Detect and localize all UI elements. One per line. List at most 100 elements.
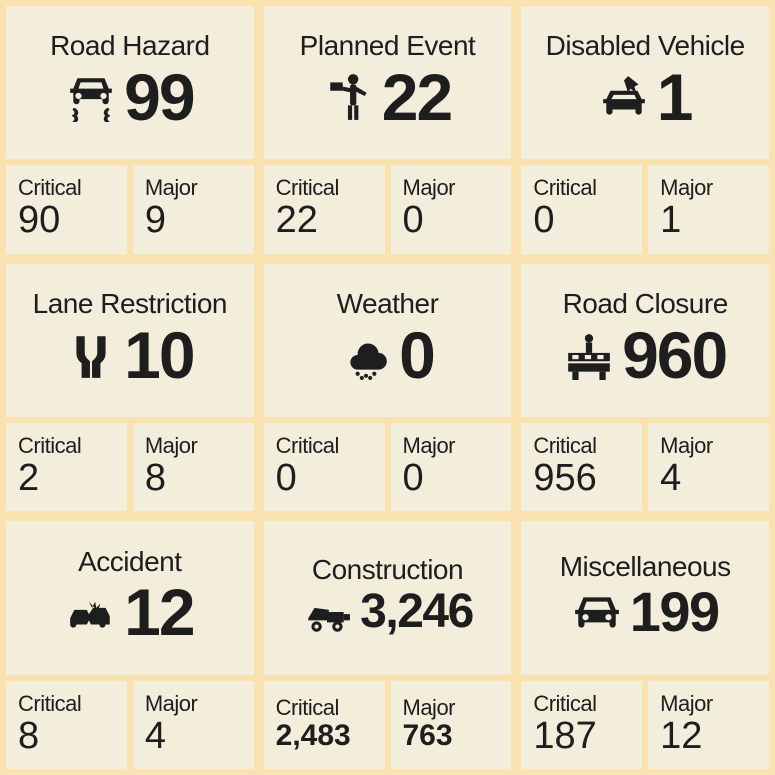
card-value: 1: [657, 64, 692, 130]
major-cell[interactable]: Major 1: [648, 165, 769, 253]
card-value: 10: [124, 322, 193, 388]
card-value: 199: [630, 584, 719, 640]
major-cell[interactable]: Major 8: [133, 423, 254, 511]
card-accident[interactable]: Accident 12 Critical 8 Major 4: [6, 521, 254, 769]
planned-event-icon: [324, 72, 374, 122]
major-value: 12: [660, 717, 702, 755]
critical-cell[interactable]: Critical 22: [264, 165, 385, 253]
card-main: 12: [66, 579, 193, 645]
major-label: Major: [660, 693, 713, 715]
card-top[interactable]: Road Hazard 99: [6, 6, 254, 159]
accident-icon: [66, 587, 116, 637]
lane-restriction-icon: [66, 330, 116, 380]
card-bottom: Critical 956 Major 4: [521, 423, 769, 511]
critical-value: 2: [18, 459, 39, 497]
card-title: Disabled Vehicle: [546, 31, 745, 62]
disabled-vehicle-icon: [599, 72, 649, 122]
major-label: Major: [403, 697, 456, 719]
card-main: 1: [599, 64, 692, 130]
major-label: Major: [145, 693, 198, 715]
card-bottom: Critical 90 Major 9: [6, 165, 254, 253]
major-label: Major: [145, 435, 198, 457]
card-top[interactable]: Lane Restriction 10: [6, 264, 254, 417]
major-value: 8: [145, 459, 166, 497]
card-top[interactable]: Disabled Vehicle 1: [521, 6, 769, 159]
weather-icon: [341, 330, 391, 380]
card-planned-event[interactable]: Planned Event 22 Critical 22 Major 0: [264, 6, 512, 254]
critical-cell[interactable]: Critical 2: [6, 423, 127, 511]
critical-cell[interactable]: Critical 0: [521, 165, 642, 253]
card-title: Construction: [312, 555, 463, 586]
card-construction[interactable]: Construction 3,246 Critical 2,483 Major …: [264, 521, 512, 769]
major-label: Major: [660, 435, 713, 457]
major-cell[interactable]: Major 4: [648, 423, 769, 511]
road-closure-icon: [564, 330, 614, 380]
critical-cell[interactable]: Critical 2,483: [264, 681, 385, 769]
critical-label: Critical: [533, 435, 596, 457]
critical-cell[interactable]: Critical 8: [6, 681, 127, 769]
card-top[interactable]: Planned Event 22: [264, 6, 512, 159]
critical-cell[interactable]: Critical 187: [521, 681, 642, 769]
card-bottom: Critical 187 Major 12: [521, 681, 769, 769]
card-miscellaneous[interactable]: Miscellaneous 199 Critical 187 Major 12: [521, 521, 769, 769]
card-top[interactable]: Miscellaneous 199: [521, 521, 769, 674]
card-top[interactable]: Construction 3,246: [264, 521, 512, 674]
card-main: 199: [572, 584, 719, 640]
major-value: 4: [145, 717, 166, 755]
card-bottom: Critical 22 Major 0: [264, 165, 512, 253]
card-title: Accident: [78, 547, 181, 578]
critical-value: 0: [276, 459, 297, 497]
critical-cell[interactable]: Critical 90: [6, 165, 127, 253]
card-title: Lane Restriction: [33, 289, 227, 320]
card-value: 0: [399, 322, 434, 388]
critical-value: 90: [18, 201, 60, 239]
major-value: 4: [660, 459, 681, 497]
card-bottom: Critical 0 Major 0: [264, 423, 512, 511]
major-label: Major: [145, 177, 198, 199]
card-lane-restriction[interactable]: Lane Restriction 10 Critical 2 Major 8: [6, 264, 254, 512]
major-value: 9: [145, 201, 166, 239]
major-cell[interactable]: Major 4: [133, 681, 254, 769]
critical-label: Critical: [533, 693, 596, 715]
major-value: 763: [403, 721, 453, 751]
critical-label: Critical: [533, 177, 596, 199]
major-label: Major: [403, 177, 456, 199]
card-title: Weather: [337, 289, 439, 320]
miscellaneous-icon: [572, 587, 622, 637]
card-main: 10: [66, 322, 193, 388]
card-bottom: Critical 0 Major 1: [521, 165, 769, 253]
major-value: 0: [403, 459, 424, 497]
card-top[interactable]: Accident 12: [6, 521, 254, 674]
major-cell[interactable]: Major 12: [648, 681, 769, 769]
card-main: 22: [324, 64, 451, 130]
major-cell[interactable]: Major 0: [391, 165, 512, 253]
card-main: 99: [66, 64, 193, 130]
card-title: Road Hazard: [50, 31, 209, 62]
card-weather[interactable]: Weather 0 Critical 0 Major 0: [264, 264, 512, 512]
card-main: 0: [341, 322, 434, 388]
card-road-hazard[interactable]: Road Hazard 99 Critical 90 Major 9: [6, 6, 254, 254]
card-top[interactable]: Weather 0: [264, 264, 512, 417]
card-title: Miscellaneous: [560, 552, 731, 583]
card-value: 960: [622, 322, 726, 388]
road-hazard-icon: [66, 72, 116, 122]
card-bottom: Critical 8 Major 4: [6, 681, 254, 769]
critical-label: Critical: [18, 435, 81, 457]
critical-label: Critical: [276, 697, 339, 719]
major-value: 0: [403, 201, 424, 239]
critical-cell[interactable]: Critical 956: [521, 423, 642, 511]
major-cell[interactable]: Major 0: [391, 423, 512, 511]
major-cell[interactable]: Major 763: [391, 681, 512, 769]
card-top[interactable]: Road Closure 960: [521, 264, 769, 417]
major-cell[interactable]: Major 9: [133, 165, 254, 253]
dashboard-grid: Road Hazard 99 Critical 90 Major 9 Plann…: [0, 0, 775, 775]
critical-label: Critical: [18, 693, 81, 715]
critical-cell[interactable]: Critical 0: [264, 423, 385, 511]
card-value: 12: [124, 579, 193, 645]
card-bottom: Critical 2 Major 8: [6, 423, 254, 511]
card-value: 3,246: [360, 588, 473, 636]
card-disabled-vehicle[interactable]: Disabled Vehicle 1 Critical 0 Major 1: [521, 6, 769, 254]
card-road-closure[interactable]: Road Closure 960 Critical 956 Major 4: [521, 264, 769, 512]
critical-value: 0: [533, 201, 554, 239]
card-main: 960: [564, 322, 726, 388]
